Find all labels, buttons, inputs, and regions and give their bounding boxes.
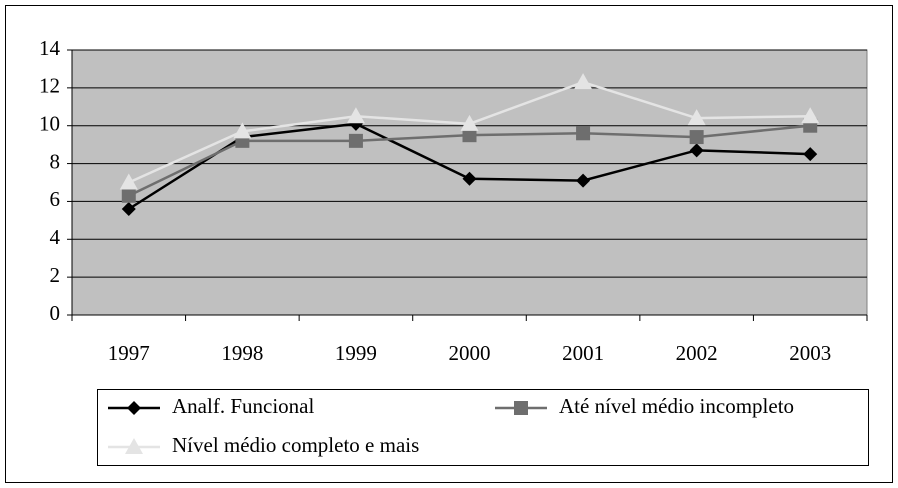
data-point — [689, 143, 704, 158]
y-tick-label: 4 — [50, 225, 61, 249]
x-tick-label: 2000 — [449, 341, 491, 365]
data-point — [462, 128, 477, 143]
data-point — [801, 107, 820, 124]
data-point — [346, 107, 365, 124]
y-tick-label: 0 — [50, 301, 61, 325]
legend-label: Até nível médio incompleto — [559, 394, 794, 418]
x-tick-label: 1998 — [221, 341, 263, 365]
legend-label: Nível médio completo e mais — [172, 433, 419, 457]
x-tick-label: 2001 — [562, 341, 604, 365]
data-point — [689, 130, 704, 145]
data-point — [803, 147, 818, 162]
x-tick-label: 1997 — [108, 341, 150, 365]
legend-swatch-marker — [125, 438, 143, 454]
x-tick-label: 2002 — [676, 341, 718, 365]
data-point — [233, 122, 252, 139]
y-tick-label: 2 — [50, 263, 61, 287]
legend-label: Analf. Funcional — [172, 394, 314, 418]
x-tick-label: 1999 — [335, 341, 377, 365]
legend-box — [97, 389, 869, 466]
legend-swatch-marker — [514, 401, 528, 415]
y-tick-label: 8 — [50, 149, 61, 173]
data-point — [119, 173, 138, 190]
data-point — [574, 73, 593, 90]
data-point — [687, 109, 706, 126]
y-tick-label: 10 — [39, 112, 60, 136]
data-point — [462, 171, 477, 186]
data-point — [121, 188, 136, 203]
y-tick-label: 12 — [39, 74, 60, 98]
data-point — [121, 202, 136, 216]
y-tick-label: 6 — [50, 187, 61, 211]
data-point — [576, 173, 591, 188]
y-tick-label: 14 — [39, 36, 61, 60]
data-point — [348, 133, 363, 148]
data-point — [576, 126, 591, 141]
data-point — [460, 114, 479, 131]
legend-swatch-marker — [127, 401, 141, 415]
x-tick-label: 2003 — [789, 341, 831, 365]
